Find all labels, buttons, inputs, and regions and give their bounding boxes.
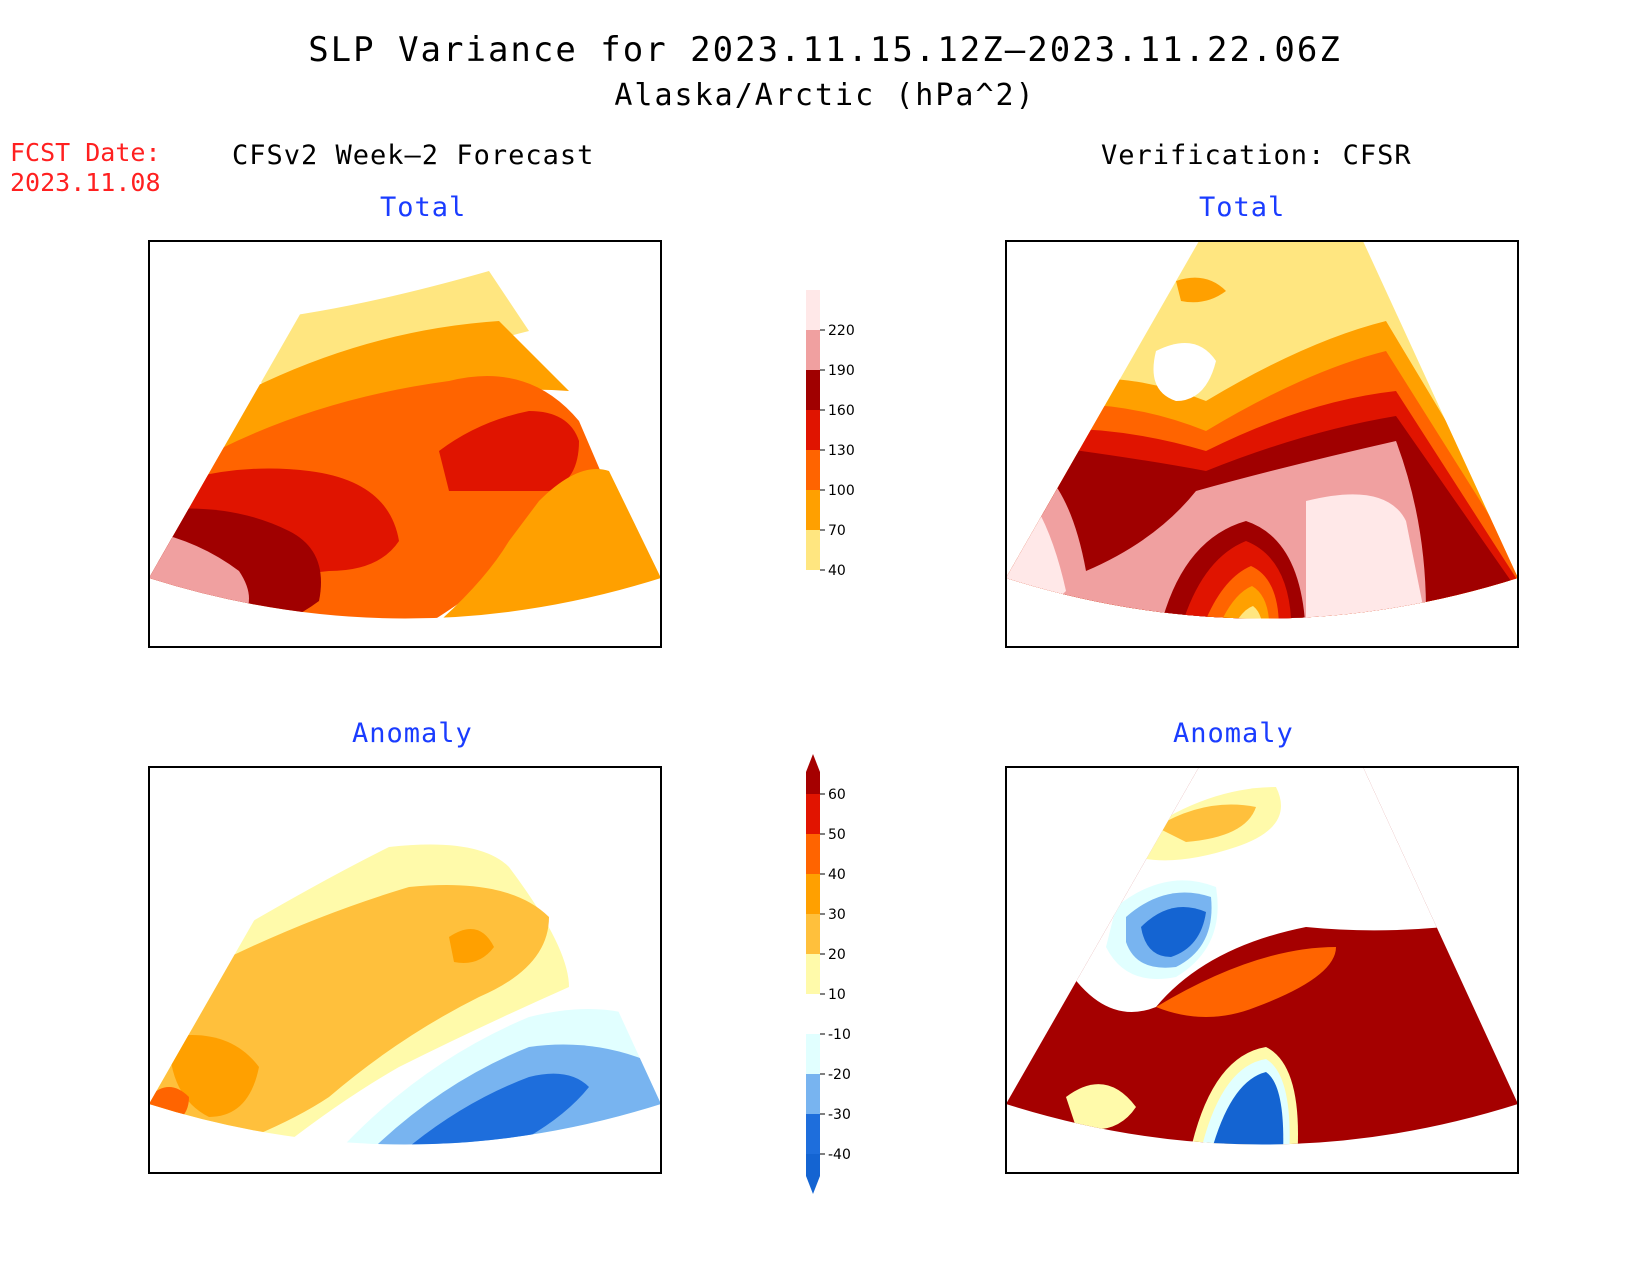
colorbar-anomaly-swatch bbox=[806, 834, 820, 874]
map-forecast-total bbox=[148, 240, 662, 648]
map-verification-total bbox=[1005, 240, 1519, 648]
colorbar-anomaly-swatch bbox=[806, 754, 820, 794]
colorbar-total-swatch bbox=[806, 290, 820, 330]
colorbar-anomaly-label: 40 bbox=[828, 867, 846, 883]
column-header-verification: Verification: CFSR bbox=[1101, 140, 1412, 171]
forecast-date-block: FCST Date: 2023.11.08 bbox=[10, 138, 161, 198]
colorbar-anomaly-swatch bbox=[806, 1154, 820, 1194]
colorbar-anomaly-swatch bbox=[806, 874, 820, 914]
colorbar-anomaly-swatch bbox=[806, 914, 820, 954]
colorbar-anomaly-label: -40 bbox=[828, 1147, 851, 1163]
panel-title-verification-total: Total bbox=[1199, 192, 1286, 223]
colorbar-anomaly-label: 50 bbox=[828, 827, 846, 843]
panel-title-forecast-anomaly: Anomaly bbox=[352, 718, 473, 749]
colorbar-anomaly-swatch bbox=[806, 994, 820, 1034]
map-verification-anomaly bbox=[1005, 766, 1519, 1174]
colorbar-anomaly-swatch bbox=[806, 794, 820, 834]
colorbar-total-swatch bbox=[806, 450, 820, 490]
colorbar-total-swatch bbox=[806, 530, 820, 570]
colorbar-total-swatch bbox=[806, 370, 820, 410]
colorbar-total-swatch bbox=[806, 410, 820, 450]
figure-title: SLP Variance for 2023.11.15.12Z—2023.11.… bbox=[308, 30, 1342, 70]
colorbar-total-label: 40 bbox=[828, 563, 846, 579]
colorbar-total-label: 160 bbox=[828, 403, 855, 419]
map-forecast-anomaly bbox=[148, 766, 662, 1174]
colorbar-anomaly-label: 30 bbox=[828, 907, 846, 923]
colorbar-total-label: 70 bbox=[828, 523, 846, 539]
figure-subtitle: Alaska/Arctic (hPa^2) bbox=[614, 78, 1036, 113]
colorbar-total-label: 220 bbox=[828, 323, 855, 339]
colorbar-anomaly-label: -20 bbox=[828, 1067, 851, 1083]
forecast-date-value: 2023.11.08 bbox=[10, 168, 161, 197]
colorbar-total-swatch bbox=[806, 490, 820, 530]
colorbar-total-label: 130 bbox=[828, 443, 855, 459]
colorbar-anomaly-swatch bbox=[806, 1074, 820, 1114]
colorbar-total: 40 70 100 130 160 190 220 bbox=[806, 290, 855, 579]
colorbar-anomaly-swatch bbox=[806, 1034, 820, 1074]
colorbar-anomaly-label: -10 bbox=[828, 1027, 851, 1043]
colorbar-anomaly-label: 10 bbox=[828, 987, 846, 1003]
colorbar-total-swatch bbox=[806, 330, 820, 370]
column-header-forecast: CFSv2 Week—2 Forecast bbox=[232, 140, 595, 171]
colorbar-anomaly-label: 20 bbox=[828, 947, 846, 963]
colorbar-total-label: 190 bbox=[828, 363, 855, 379]
colorbar-anomaly-label: -30 bbox=[828, 1107, 851, 1123]
panel-title-verification-anomaly: Anomaly bbox=[1173, 718, 1294, 749]
forecast-date-label: FCST Date: bbox=[10, 138, 161, 167]
colorbar-anomaly-label: 60 bbox=[828, 787, 846, 803]
colorbar-anomaly-swatch bbox=[806, 954, 820, 994]
panel-title-forecast-total: Total bbox=[380, 192, 467, 223]
colorbar-anomaly: -40 -30 -20 -10 10 20 30 40 50 60 bbox=[806, 754, 851, 1194]
colorbar-total-label: 100 bbox=[828, 483, 855, 499]
colorbar-anomaly-swatch bbox=[806, 1114, 820, 1154]
